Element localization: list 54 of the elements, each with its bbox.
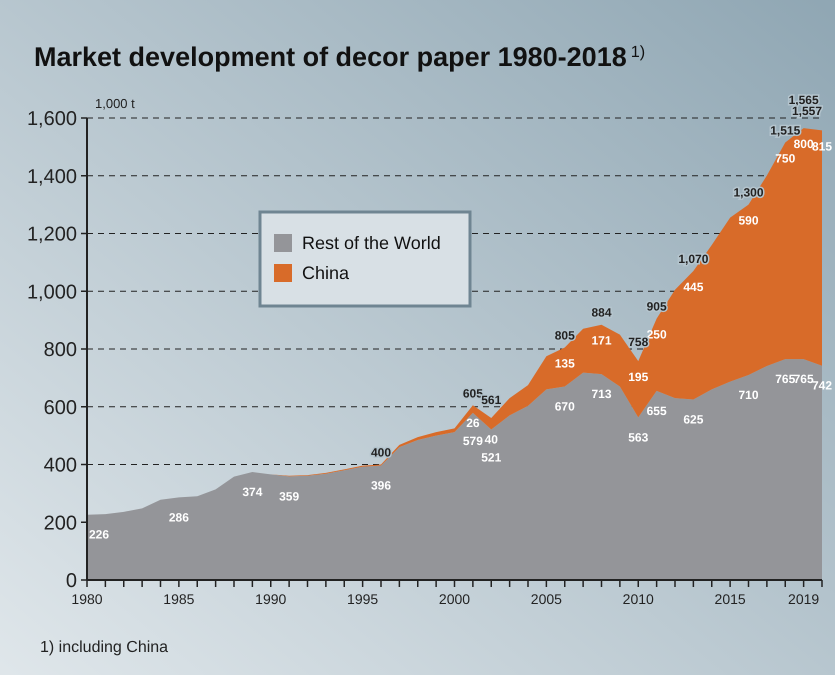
y-tick-label: 200 bbox=[44, 512, 77, 534]
legend-label: Rest of the World bbox=[302, 233, 441, 253]
total-label: 400 bbox=[370, 446, 392, 460]
data-label: 655 bbox=[646, 404, 667, 418]
total-label: 561 bbox=[481, 392, 502, 407]
data-label: 40 bbox=[484, 432, 498, 447]
x-tick-label: 1980 bbox=[71, 591, 103, 607]
data-label: 800 bbox=[794, 137, 814, 152]
y-tick-label: 400 bbox=[44, 454, 77, 476]
data-label: 765 bbox=[775, 372, 796, 386]
text: 1) including China bbox=[40, 639, 168, 656]
chart-title: Market development of decor paper 1980-2018$^{1)}$ bbox=[34, 42, 646, 72]
y-tick-label: 1,200 bbox=[26, 224, 77, 246]
total-label: 884 bbox=[591, 306, 612, 320]
data-label: 445 bbox=[683, 280, 704, 294]
data-label: 521 bbox=[481, 450, 502, 465]
total-label: 605 bbox=[462, 386, 484, 400]
data-label: 374 bbox=[242, 485, 263, 500]
data-label: 710 bbox=[738, 388, 759, 402]
total-label: 1,515 bbox=[770, 124, 801, 138]
data-label: 226 bbox=[88, 528, 110, 542]
data-label: 563 bbox=[628, 430, 649, 444]
y-axis-title: 1,000 t bbox=[95, 96, 136, 111]
x-tick-label: 2005 bbox=[530, 591, 562, 607]
data-label: 286 bbox=[168, 510, 190, 524]
data-label: 750 bbox=[775, 152, 796, 166]
data-label: 26 bbox=[466, 416, 480, 430]
x-tick-label: 2000 bbox=[438, 591, 470, 607]
y-tick-label: 1,400 bbox=[26, 166, 77, 188]
data-label: 396 bbox=[370, 478, 392, 493]
legend-label: China bbox=[302, 263, 350, 283]
data-label: 713 bbox=[591, 387, 612, 402]
x-tick-label: 1995 bbox=[347, 591, 378, 607]
y-tick-label: 0 bbox=[66, 570, 77, 592]
data-label: 359 bbox=[279, 489, 300, 504]
data-label: 765 bbox=[794, 372, 814, 386]
data-label: 195 bbox=[628, 370, 649, 384]
x-tick-label: 2015 bbox=[714, 591, 746, 607]
data-label: 579 bbox=[462, 434, 484, 448]
x-tick-label: 2010 bbox=[622, 591, 654, 607]
data-label: 590 bbox=[738, 214, 759, 228]
data-label: 625 bbox=[683, 412, 704, 427]
y-tick-label: 600 bbox=[44, 396, 77, 419]
data-label: 815 bbox=[812, 139, 832, 154]
data-label: 670 bbox=[554, 400, 576, 414]
x-tick-label: 1990 bbox=[255, 591, 287, 607]
y-tick-label: 1,600 bbox=[26, 108, 77, 130]
y-tick-label: 1,000 bbox=[26, 281, 77, 304]
x-tick-label: 2019 bbox=[788, 591, 820, 607]
data-label: 135 bbox=[554, 356, 576, 371]
x-tick-label: 1985 bbox=[163, 591, 195, 607]
data-label: 171 bbox=[591, 334, 612, 348]
total-label: 805 bbox=[554, 328, 576, 343]
y-tick-label: 800 bbox=[44, 339, 77, 361]
